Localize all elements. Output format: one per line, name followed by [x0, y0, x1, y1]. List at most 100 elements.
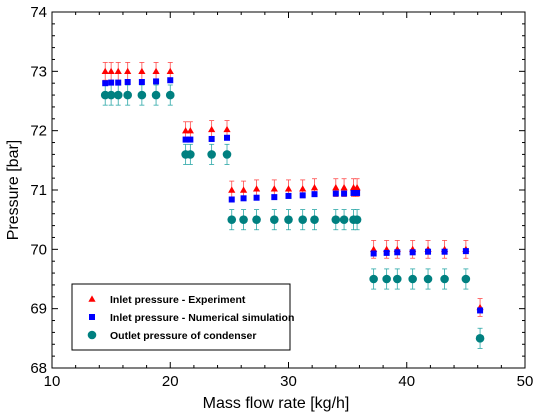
y-tick-label: 74	[30, 4, 47, 21]
data-point-circle	[339, 215, 349, 224]
data-point-triangle	[370, 245, 378, 253]
data-point-triangle	[252, 185, 261, 192]
data-point-triangle	[186, 127, 194, 134]
data-point-square	[477, 307, 484, 314]
data-point-square	[425, 248, 432, 255]
data-point-circle	[151, 90, 161, 100]
x-tick-label: 30	[280, 373, 297, 390]
data-point-circle	[461, 274, 471, 284]
data-point-circle	[137, 90, 147, 100]
data-point-triangle	[152, 67, 160, 75]
data-point-circle	[270, 215, 279, 224]
data-point-square	[208, 135, 215, 142]
data-point-square	[383, 249, 390, 256]
data-point-triangle	[223, 125, 231, 133]
y-tick-label: 69	[30, 301, 47, 318]
data-point-triangle	[166, 67, 174, 75]
data-point-circle	[284, 215, 293, 224]
data-point-square	[341, 190, 348, 197]
legend-marker-circle	[87, 330, 97, 340]
data-point-circle	[222, 150, 232, 159]
legend-marker-triangle	[88, 295, 96, 302]
x-tick-label: 50	[517, 373, 534, 390]
x-axis-title: Mass flow rate [kg/h]	[203, 395, 350, 412]
data-point-triangle	[114, 67, 122, 75]
data-point-circle	[113, 90, 123, 100]
data-point-square	[138, 79, 145, 86]
data-point-square	[370, 250, 377, 257]
y-tick-label: 73	[30, 63, 47, 80]
data-point-circle	[123, 90, 132, 100]
data-point-triangle	[101, 67, 109, 75]
data-point-square	[253, 194, 260, 201]
data-point-triangle	[353, 184, 361, 191]
data-point-circle	[423, 274, 433, 284]
data-point-triangle	[310, 184, 319, 191]
data-point-square	[299, 192, 306, 199]
data-point-triangle	[299, 185, 307, 192]
data-point-square	[124, 79, 131, 86]
data-point-circle	[106, 90, 116, 100]
x-tick-label: 40	[398, 373, 415, 390]
y-tick-label: 70	[30, 241, 47, 258]
legend-box	[71, 283, 291, 351]
data-point-triangle	[340, 184, 348, 191]
data-point-circle	[440, 274, 449, 284]
data-point-square	[332, 190, 339, 197]
data-point-circle	[207, 150, 216, 159]
y-tick-label: 68	[30, 360, 47, 377]
data-point-circle	[392, 274, 402, 284]
data-point-square	[187, 136, 194, 143]
data-point-triangle	[228, 186, 236, 193]
data-point-square	[108, 79, 115, 86]
data-point-square	[228, 196, 235, 203]
legend-label: Inlet pressure - Numerical simulation	[110, 312, 294, 324]
data-point-square	[102, 80, 109, 87]
y-axis-title: Pressure [bar]	[5, 140, 22, 240]
legend-label: Outlet pressure of condenser	[110, 330, 256, 342]
data-point-square	[153, 78, 160, 85]
data-point-circle	[298, 215, 307, 224]
data-point-triangle	[284, 185, 293, 192]
data-point-circle	[186, 150, 195, 159]
y-tick-label: 72	[30, 123, 47, 140]
y-tick-label: 71	[30, 182, 47, 199]
data-point-square	[311, 191, 318, 198]
data-point-square	[167, 77, 174, 84]
data-point-triangle	[270, 185, 278, 192]
data-point-triangle	[332, 184, 340, 191]
data-point-square	[285, 192, 292, 199]
data-point-square	[182, 136, 189, 143]
data-point-square	[115, 79, 122, 86]
legend-marker-square	[89, 314, 95, 320]
data-point-square	[240, 195, 247, 202]
data-point-circle	[408, 274, 417, 284]
data-point-circle	[331, 215, 341, 224]
data-point-triangle	[107, 67, 115, 75]
data-point-circle	[352, 215, 362, 224]
data-point-triangle	[239, 186, 248, 193]
data-point-circle	[239, 215, 248, 224]
legend: Inlet pressure - Experiment Inlet pressur…	[71, 283, 294, 351]
data-point-square	[441, 248, 448, 255]
data-point-circle	[252, 215, 261, 224]
data-point-triangle	[182, 127, 190, 134]
data-point-circle	[382, 274, 391, 284]
data-point-square	[350, 189, 357, 196]
data-point-circle	[227, 215, 237, 224]
data-point-square	[224, 134, 231, 141]
data-point-triangle	[208, 125, 216, 133]
x-tick-label: 10	[44, 373, 61, 390]
data-point-square	[394, 249, 401, 256]
legend-label: Inlet pressure - Experiment	[110, 294, 246, 306]
data-point-triangle	[138, 67, 146, 75]
data-point-square	[409, 249, 416, 256]
x-tick-label: 20	[162, 373, 179, 390]
data-point-square	[271, 194, 278, 201]
data-point-circle	[100, 90, 110, 100]
data-point-circle	[165, 90, 175, 100]
data-point-circle	[475, 334, 485, 343]
data-point-square	[354, 189, 361, 196]
data-point-square	[462, 248, 469, 255]
